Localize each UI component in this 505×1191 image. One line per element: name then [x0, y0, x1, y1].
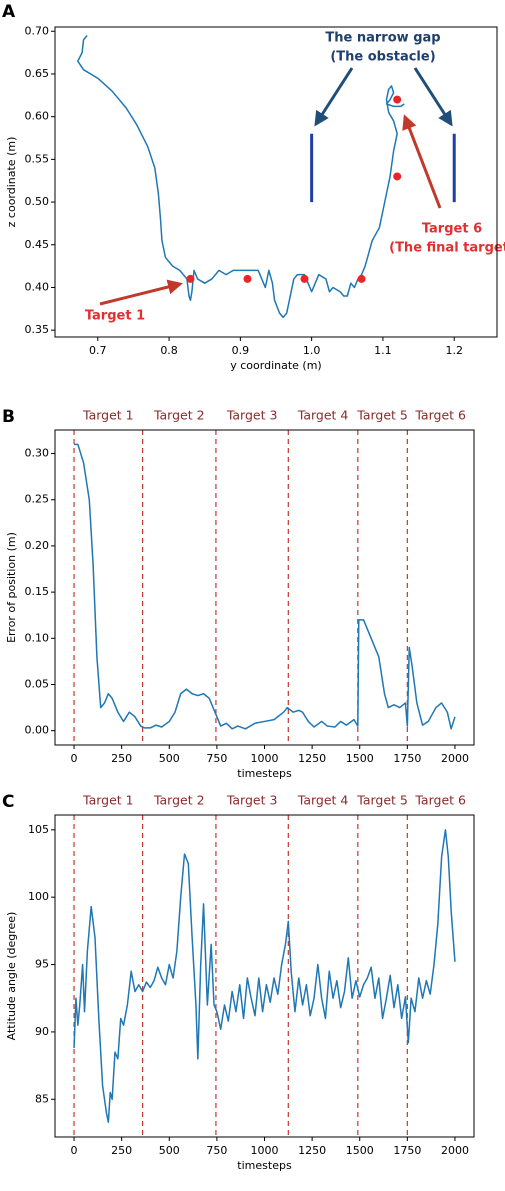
annotation: (The obstacle)	[330, 50, 435, 65]
target-point	[393, 172, 402, 181]
x-tick-label: 1750	[393, 1144, 421, 1157]
y-tick-label: 0.70	[25, 24, 50, 37]
target-label: Target 4	[297, 793, 349, 808]
target-label: Target 3	[226, 793, 278, 808]
plot-frame	[54, 814, 475, 1138]
target-point	[357, 274, 366, 283]
arrow	[99, 279, 183, 306]
data-line	[73, 829, 456, 1123]
x-tick-label: 0	[71, 1144, 78, 1157]
trajectory	[77, 35, 405, 319]
x-tick-label: 1.1	[374, 344, 392, 357]
target-label: Target 1	[82, 408, 134, 423]
target-point	[243, 274, 252, 283]
data-line	[74, 443, 456, 730]
y-axis-label: Error of position (m)	[5, 532, 18, 643]
x-tick-label: 0.8	[160, 344, 178, 357]
target-label: Target 2	[153, 793, 205, 808]
target-point	[186, 274, 195, 283]
y-tick-label: 95	[35, 958, 49, 971]
x-tick-label: 1500	[346, 1144, 374, 1157]
y-tick-label: 0.05	[25, 677, 50, 690]
y-tick-label: 0.00	[25, 724, 50, 737]
arrow	[314, 67, 354, 127]
y-tick-label: 0.35	[25, 323, 50, 336]
x-tick-label: 1750	[393, 752, 421, 765]
x-tick-label: 0	[71, 752, 78, 765]
y-tick-label: 100	[28, 890, 49, 903]
panel-label: C	[2, 792, 14, 812]
x-tick-label: 1250	[298, 752, 326, 765]
y-axis-label: Attitude angle (degree)	[5, 912, 18, 1041]
target-label: Target 3	[226, 408, 278, 423]
panel-label: B	[2, 407, 15, 427]
y-tick-label: 0.45	[25, 238, 50, 251]
y-tick-label: 0.15	[25, 585, 50, 598]
y-tick-label: 0.10	[25, 631, 50, 644]
target-label: Target 6	[414, 793, 466, 808]
x-axis-label: timesteps	[237, 1159, 292, 1172]
target-point	[393, 95, 402, 104]
arrow	[413, 67, 453, 127]
arrow	[402, 114, 442, 209]
annotation: The narrow gap	[325, 31, 440, 46]
y-tick-label: 85	[35, 1092, 49, 1105]
x-tick-label: 750	[206, 1144, 227, 1157]
panel-label: A	[2, 2, 16, 22]
y-tick-label: 0.30	[25, 447, 50, 460]
target-label: Target 5	[356, 793, 408, 808]
x-tick-label: 1250	[298, 1144, 326, 1157]
x-tick-label: 1500	[346, 752, 374, 765]
y-tick-label: 0.55	[25, 152, 50, 165]
y-tick-label: 0.20	[25, 539, 50, 552]
plot-frame	[54, 26, 498, 338]
target-label: Target 5	[356, 408, 408, 423]
plot-frame	[54, 429, 475, 746]
x-tick-label: 0.7	[89, 344, 107, 357]
target-point	[300, 274, 309, 283]
y-tick-label: 0.25	[25, 493, 50, 506]
y-tick-label: 105	[28, 823, 49, 836]
target-label: Target 1	[82, 793, 134, 808]
target-label: Target 2	[153, 408, 205, 423]
x-tick-label: 2000	[441, 752, 469, 765]
y-tick-label: 90	[35, 1025, 49, 1038]
annotation: Target 1	[85, 309, 145, 324]
target-label: Target 4	[297, 408, 349, 423]
x-tick-label: 500	[159, 1144, 180, 1157]
y-tick-label: 0.40	[25, 280, 50, 293]
x-tick-label: 2000	[441, 1144, 469, 1157]
y-tick-label: 0.50	[25, 195, 50, 208]
x-axis-label: y coordinate (m)	[230, 359, 321, 372]
x-axis-label: timesteps	[237, 767, 292, 780]
x-tick-label: 1.2	[445, 344, 463, 357]
x-tick-label: 1.0	[303, 344, 321, 357]
x-tick-label: 1000	[251, 1144, 279, 1157]
y-tick-label: 0.65	[25, 67, 50, 80]
annotation: Target 6	[422, 222, 482, 237]
target-label: Target 6	[414, 408, 466, 423]
annotation: (The final target)	[389, 241, 505, 256]
y-tick-label: 0.60	[25, 110, 50, 123]
x-tick-label: 250	[111, 1144, 132, 1157]
x-tick-label: 0.9	[232, 344, 250, 357]
x-tick-label: 250	[111, 752, 132, 765]
x-tick-label: 500	[159, 752, 180, 765]
x-tick-label: 750	[206, 752, 227, 765]
x-tick-label: 1000	[251, 752, 279, 765]
y-axis-label: z coordinate (m)	[5, 137, 18, 228]
